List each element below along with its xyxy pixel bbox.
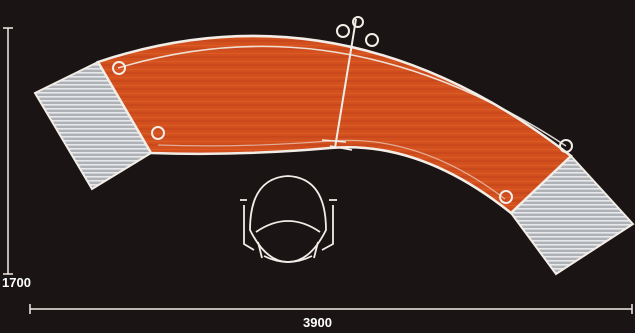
desk-inner-edge-line bbox=[117, 45, 567, 147]
width-dimension-label: 3900 bbox=[303, 315, 332, 330]
desk-joint-line bbox=[334, 18, 357, 149]
height-dimension-label: 1700 bbox=[2, 275, 31, 290]
connector-bolt bbox=[112, 61, 126, 75]
connector-bolt bbox=[365, 33, 379, 47]
connector-bolt bbox=[352, 16, 364, 28]
chair-icon bbox=[240, 175, 337, 263]
height-dimension-line bbox=[3, 27, 13, 275]
width-dimension-line bbox=[29, 304, 633, 314]
connector-bolt bbox=[559, 139, 573, 153]
connector-bolt bbox=[499, 190, 513, 204]
curved-desk-top bbox=[96, 34, 573, 215]
connector-bolt bbox=[336, 24, 350, 38]
joint-tick bbox=[321, 139, 347, 143]
joint-tick bbox=[329, 145, 353, 151]
connector-bolt bbox=[151, 126, 165, 140]
